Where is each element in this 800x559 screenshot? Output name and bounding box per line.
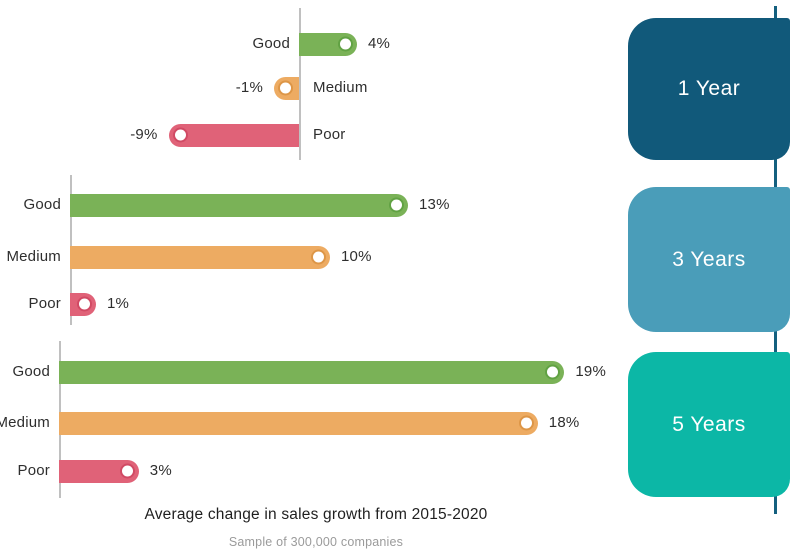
bar-medium [70,245,330,269]
bar-end-dot [77,296,92,312]
category-label: Medium [6,248,61,265]
legend-card-3-years: 3 Years [628,187,790,332]
category-label: Good [23,196,61,213]
value-label: 1% [107,295,130,312]
chart-subtitle: Sample of 300,000 companies [228,535,404,549]
bar-poor [168,123,299,147]
bar-poor [70,292,96,316]
category-label: Good [12,363,50,380]
bar-good [299,32,357,56]
card-label-1-year: 1 Year [677,77,741,100]
axis-line [299,8,301,160]
bar-end-dot [389,197,404,213]
value-label: 10% [341,248,372,265]
value-label: 18% [548,414,580,431]
bar-end-dot [545,364,561,380]
value-label: 13% [419,196,450,213]
value-label: 4% [368,35,391,52]
bar-end-dot [338,36,353,52]
bar-end-dot [311,249,326,265]
category-label: Good [252,35,290,52]
legend-card-1-year: 1 Year [628,18,790,160]
bar-good [59,360,565,384]
category-label: Medium [313,79,368,96]
bar-end-dot [518,415,534,431]
category-label: Poor [17,462,50,479]
card-label-3-years: 3 Years [672,247,746,271]
category-label: Poor [28,295,61,312]
bar-good [70,193,408,217]
value-label: -9% [130,126,158,143]
bar-end-dot [119,463,135,479]
value-label: -1% [235,79,263,96]
value-label: 19% [575,363,607,380]
category-label: Medium [0,414,50,431]
chart-title: Average change in sales growth from 2015… [144,506,488,523]
legend-card-5-years: 5 Years [628,352,790,497]
card-label-5-years: 5 Years [672,412,746,436]
bar-end-dot [172,127,188,143]
bar-poor [59,459,139,483]
bar-medium [59,411,538,435]
category-label: Poor [313,126,346,143]
value-label: 3% [149,462,172,479]
bar-end-dot [278,80,293,96]
bar-medium [274,76,299,100]
